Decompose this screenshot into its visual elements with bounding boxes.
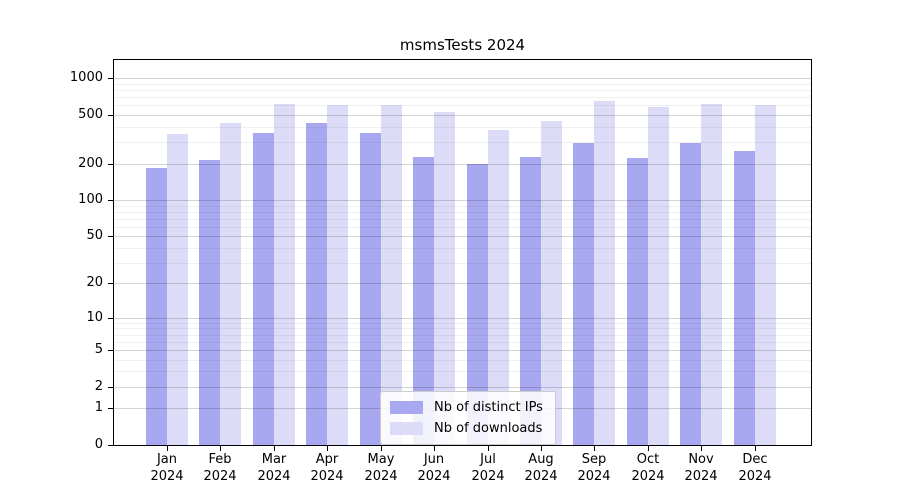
bar-downloads-may: [381, 105, 402, 445]
y-tick-0: [108, 445, 113, 446]
chart-title: msmsTests 2024: [399, 36, 526, 54]
bar-ips-aug: [520, 157, 541, 445]
x-tick-sep: [594, 446, 595, 451]
legend-row-ips: Nb of distinct IPs: [390, 397, 543, 418]
y-tick-label-1000: 1000: [69, 70, 103, 85]
bar-ips-may: [360, 133, 381, 445]
legend-row-downloads: Nb of downloads: [390, 418, 543, 439]
legend-swatch-downloads: [390, 422, 423, 435]
bar-ips-feb: [199, 160, 220, 445]
y-tick-500: [108, 115, 113, 116]
x-tick-label-feb: Feb 2024: [203, 452, 237, 484]
y-tick-label-10: 10: [86, 310, 103, 325]
x-tick-label-dec: Dec 2024: [738, 452, 772, 484]
y-tick-label-50: 50: [86, 228, 103, 243]
bar-downloads-sep: [594, 101, 615, 445]
y-tick-20: [108, 283, 113, 284]
x-tick-nov: [701, 446, 702, 451]
bar-downloads-jul: [488, 130, 509, 445]
x-tick-label-nov: Nov 2024: [684, 452, 718, 484]
x-tick-label-may: May 2024: [364, 452, 398, 484]
bar-ips-jul: [467, 164, 488, 445]
bar-ips-nov: [680, 143, 701, 445]
x-tick-oct: [648, 446, 649, 451]
x-tick-apr: [327, 446, 328, 451]
y-tick-10: [108, 318, 113, 319]
bars-layer: [114, 60, 811, 445]
y-tick-label-5: 5: [94, 342, 103, 357]
y-tick-label-500: 500: [78, 107, 103, 122]
bar-ips-jan: [146, 168, 167, 445]
bar-downloads-jan: [167, 134, 188, 445]
y-tick-label-200: 200: [78, 156, 103, 171]
y-tick-2: [108, 387, 113, 388]
x-tick-feb: [220, 446, 221, 451]
y-tick-label-1: 1: [94, 400, 103, 415]
y-tick-100: [108, 200, 113, 201]
x-tick-aug: [541, 446, 542, 451]
bar-downloads-aug: [541, 121, 562, 445]
x-tick-jan: [167, 446, 168, 451]
y-tick-5: [108, 350, 113, 351]
x-tick-dec: [755, 446, 756, 451]
x-tick-label-jan: Jan 2024: [150, 452, 184, 484]
x-tick-label-jul: Jul 2024: [471, 452, 505, 484]
y-tick-label-0: 0: [94, 437, 103, 452]
x-tick-label-sep: Sep 2024: [577, 452, 611, 484]
bar-downloads-dec: [755, 105, 776, 445]
legend-label-downloads: Nb of downloads: [434, 421, 543, 436]
bar-ips-apr: [306, 123, 327, 445]
x-tick-label-jun: Jun 2024: [417, 452, 451, 484]
y-tick-label-2: 2: [94, 379, 103, 394]
legend-swatch-distinct-ips: [390, 401, 423, 414]
bar-ips-mar: [253, 133, 274, 445]
bar-ips-oct: [627, 158, 648, 445]
legend: Nb of distinct IPs Nb of downloads: [380, 391, 556, 445]
x-tick-label-oct: Oct 2024: [631, 452, 665, 484]
x-tick-label-apr: Apr 2024: [310, 452, 344, 484]
y-tick-200: [108, 164, 113, 165]
x-tick-jun: [434, 446, 435, 451]
bar-ips-sep: [573, 143, 594, 445]
bar-downloads-nov: [701, 104, 722, 445]
bar-downloads-feb: [220, 123, 241, 445]
y-tick-1: [108, 408, 113, 409]
bar-ips-jun: [413, 157, 434, 445]
legend-label-distinct-ips: Nb of distinct IPs: [434, 400, 543, 415]
y-tick-50: [108, 236, 113, 237]
bar-downloads-oct: [648, 107, 669, 445]
y-tick-label-20: 20: [86, 275, 103, 290]
x-tick-jul: [488, 446, 489, 451]
x-tick-mar: [274, 446, 275, 451]
x-tick-label-aug: Aug 2024: [524, 452, 558, 484]
bar-downloads-mar: [274, 104, 295, 445]
y-tick-label-100: 100: [78, 192, 103, 207]
y-tick-1000: [108, 78, 113, 79]
bar-ips-dec: [734, 151, 755, 445]
x-tick-label-mar: Mar 2024: [257, 452, 291, 484]
x-tick-may: [381, 446, 382, 451]
plot-area: [113, 59, 812, 446]
bar-downloads-apr: [327, 105, 348, 445]
bar-downloads-jun: [434, 112, 455, 445]
